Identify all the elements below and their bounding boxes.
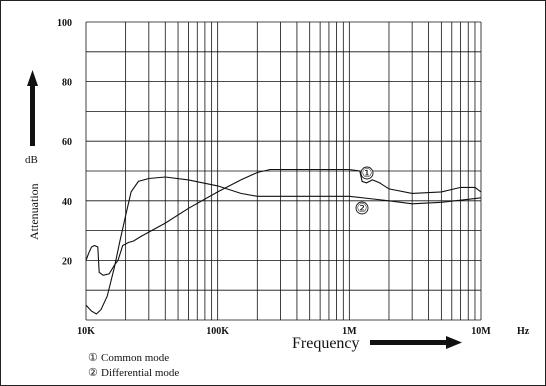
curves [85, 168, 482, 315]
y-tick-label: 80 [62, 78, 72, 89]
x-tick-labels: 10K 100K 1M 10M [77, 326, 491, 337]
series-marker-1: ① [360, 166, 374, 180]
series-marker-1-text: ① [362, 166, 373, 180]
x-axis-unit: Hz [517, 326, 530, 337]
x-axis-arrow [370, 336, 462, 349]
legend-marker-1: ① [88, 352, 98, 364]
series-marker-2: ② [355, 201, 369, 215]
grid [85, 21, 482, 321]
y-tick-label: 20 [62, 256, 72, 267]
y-tick-label: 100 [57, 18, 72, 29]
x-tick-label: 1M [342, 326, 357, 337]
y-tick-labels: 20 40 60 80 100 [57, 18, 72, 267]
x-tick-label: 10K [77, 326, 95, 337]
series-marker-2-text: ② [357, 201, 368, 215]
y-axis-arrow [27, 70, 38, 146]
y-tick-label: 40 [62, 197, 72, 208]
legend-label-2: Differential mode [101, 367, 179, 379]
y-axis-label: Attenuation [27, 183, 41, 240]
series-line-differential-mode [85, 176, 482, 315]
x-tick-label: 10M [471, 326, 491, 337]
y-axis-unit: dB [25, 154, 38, 166]
x-axis-label: Frequency [292, 335, 360, 352]
y-tick-label: 60 [62, 137, 72, 148]
series-line-common-mode [85, 168, 482, 276]
legend: ① Common mode ② Differential mode [88, 352, 179, 379]
legend-marker-2: ② [88, 367, 98, 379]
x-tick-label: 100K [206, 326, 229, 337]
legend-label-1: Common mode [101, 352, 169, 364]
